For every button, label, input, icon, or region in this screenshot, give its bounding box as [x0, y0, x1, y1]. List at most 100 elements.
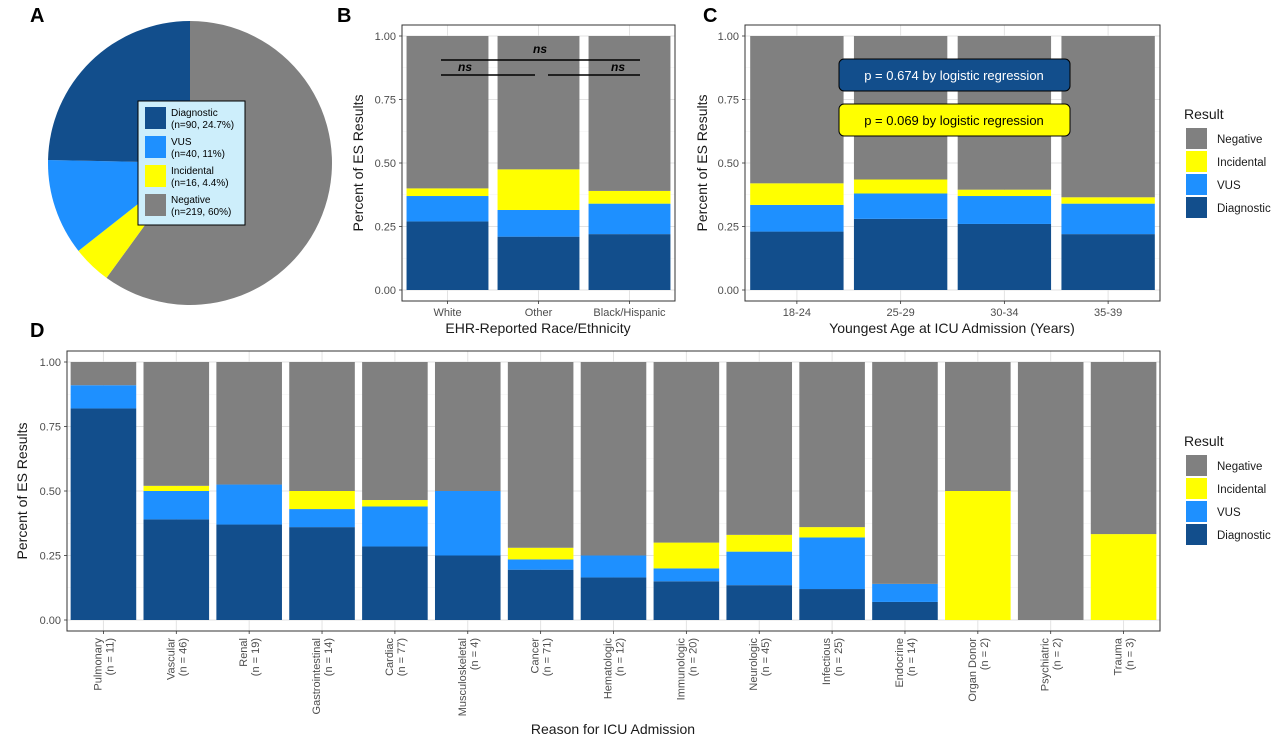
legend-swatch-incidental [1186, 151, 1207, 172]
x-tick-label-n: (n = 77) [396, 638, 408, 676]
x-tick-label-gastrointestinal: Gastrointestinal(n = 14) [311, 638, 335, 714]
y-tick-label: 0.00 [718, 285, 739, 297]
x-tick-label-35-39: 35-39 [1094, 307, 1122, 319]
pie-legend-swatch-incidental [145, 165, 166, 187]
ns-label: ns [611, 60, 625, 74]
x-tick-label-hematologic: Hematologic(n = 12) [603, 638, 627, 700]
x-tick-label-n: (n = 46) [177, 638, 189, 676]
bar-30-34-diagnostic [957, 223, 1052, 290]
legend-title-c: Result [1184, 106, 1224, 122]
x-tick-label-n: (n = 20) [687, 638, 699, 676]
x-tick-label-n: (n = 12) [615, 638, 627, 676]
bar-immunologic-diagnostic [653, 581, 720, 620]
x-tick-label-n: (n = 19) [250, 638, 262, 676]
p-value-text: p = 0.069 by logistic regression [864, 113, 1044, 128]
bar-other-incidental [497, 169, 580, 210]
bar-black-hispanic-vus [588, 203, 671, 235]
bar-vascular-negative [143, 362, 210, 486]
bar-organ-donor-negative [945, 362, 1011, 491]
x-tick-label-18-24: 18-24 [783, 307, 811, 319]
x-tick-label-name: Psychiatric [1040, 638, 1052, 692]
y-tick-label: 1.00 [40, 357, 61, 369]
x-tick-label-name: Organ Donor [967, 638, 979, 702]
x-tick-label-other: Other [525, 307, 553, 319]
bar-renal-diagnostic [216, 524, 282, 620]
x-tick-label-name: Endocrine [894, 638, 906, 688]
bar-18-24-vus [750, 204, 844, 232]
legend-label-diagnostic: Diagnostic [1217, 530, 1271, 542]
bar-white-vus [406, 196, 489, 222]
bar-neurologic-diagnostic [726, 585, 793, 620]
bar-other-diagnostic [497, 236, 580, 290]
bar-cancer-incidental [507, 547, 574, 560]
bar-25-29-diagnostic [853, 218, 948, 290]
bar-gastrointestinal-vus [289, 509, 355, 528]
y-tick-label: 0.50 [375, 158, 396, 170]
bar-gastrointestinal-incidental [289, 491, 355, 510]
plot-border [66, 350, 1161, 632]
y-tick-label: 1.00 [375, 31, 396, 43]
bar-25-29-incidental [853, 179, 948, 194]
bar-infectious-vus [799, 537, 865, 590]
pie-legend-label-negative: Negative [171, 195, 211, 206]
x-tick-label-name: Trauma [1113, 637, 1125, 675]
x-tick-label-n: (n = 25) [833, 638, 845, 676]
y-axis-title-c: Percent of ES Results [694, 95, 710, 232]
y-axis-title-d: Percent of ES Results [14, 423, 30, 560]
bar-hematologic-negative [580, 362, 647, 556]
x-tick-label-name: Musculoskeletal [457, 638, 469, 716]
ns-label: ns [533, 42, 547, 56]
legend-swatch-vus [1186, 501, 1207, 522]
x-tick-label-n: (n = 3) [1125, 638, 1137, 670]
x-tick-label-n: (n = 4) [469, 638, 481, 670]
pie-legend-count-incidental: (n=16, 4.4%) [171, 178, 229, 189]
x-tick-label-cancer: Cancer(n = 71) [530, 638, 554, 677]
bar-cardiac-vus [362, 506, 428, 547]
bar-vascular-vus [143, 491, 210, 520]
bar-18-24-negative [750, 36, 844, 184]
bar-psychiatric-negative [1017, 362, 1084, 620]
x-axis-title-b: EHR-Reported Race/Ethnicity [445, 320, 630, 336]
legend-label-negative: Negative [1217, 461, 1262, 473]
bar-cancer-diagnostic [507, 569, 574, 620]
pie-legend-a: Diagnostic(n=90, 24.7%) VUS(n=40, 11%) Inc… [137, 100, 246, 226]
panel-letter-d: D [30, 320, 44, 342]
legend-swatch-diagnostic [1186, 197, 1207, 218]
x-axis-title-d: Reason for ICU Admission [531, 721, 695, 737]
legend-label-incidental: Incidental [1217, 157, 1266, 169]
legend-title-d: Result [1184, 433, 1224, 449]
bar-trauma-negative [1090, 362, 1157, 535]
x-tick-label-name: Renal [238, 638, 250, 667]
plot-border [744, 24, 1161, 302]
y-axis-title-b: Percent of ES Results [350, 95, 366, 232]
x-tick-label-name: Neurologic [748, 638, 760, 691]
bar-other-vus [497, 209, 580, 237]
bar-organ-donor-incidental [945, 491, 1011, 620]
x-tick-label-30-34: 30-34 [990, 307, 1018, 319]
y-tick-label: 0.75 [40, 422, 61, 434]
bar-immunologic-negative [653, 362, 720, 543]
bar-endocrine-diagnostic [872, 601, 938, 620]
bar-endocrine-negative [872, 362, 938, 584]
bar-chart-b: 0.00 0.25 0.50 0.75 1.00 White Other Black/Hisp… [375, 24, 676, 319]
ns-label: ns [458, 60, 472, 74]
bar-vascular-diagnostic [143, 519, 210, 620]
legend-c: Negative Incidental VUS Diagnostic [1186, 128, 1271, 218]
bar-gastrointestinal-diagnostic [289, 527, 355, 620]
bar-chart-c: 0.00 0.25 0.50 0.75 1.00 18-24 25-29 30-34 35-39… [718, 24, 1161, 319]
x-tick-label-name: Hematologic [603, 638, 615, 700]
pie-legend-label-vus: VUS [171, 137, 192, 148]
bar-musculoskeletal-vus [434, 491, 501, 556]
x-tick-label-trauma: Trauma(n = 3) [1113, 637, 1137, 675]
x-tick-label-n: (n = 45) [760, 638, 772, 676]
plot-border [401, 24, 676, 302]
legend-swatch-diagnostic [1186, 524, 1207, 545]
y-tick-label: 0.25 [40, 551, 61, 563]
panel-letter-c: C [703, 5, 717, 27]
bar-musculoskeletal-diagnostic [434, 555, 501, 620]
legend-swatch-negative [1186, 128, 1207, 149]
bar-30-34-incidental [957, 189, 1052, 197]
bar-hematologic-diagnostic [580, 577, 647, 620]
y-tick-label: 0.75 [718, 95, 739, 107]
